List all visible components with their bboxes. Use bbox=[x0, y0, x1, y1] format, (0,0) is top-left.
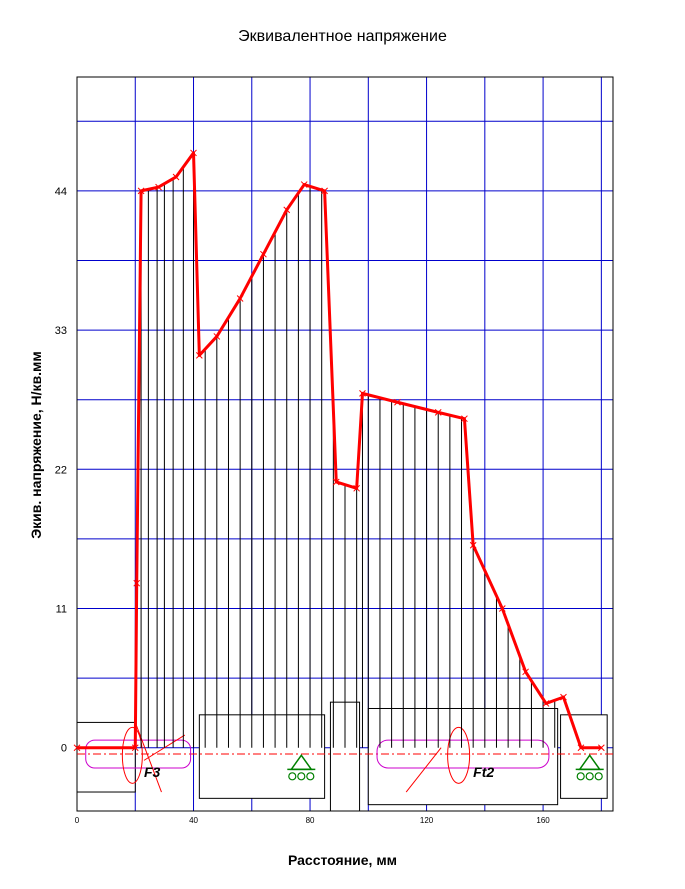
bearing-support-icon-roller bbox=[576, 772, 585, 781]
shaft-diagram: F3 Ft2 bbox=[76, 701, 613, 812]
gear-outline bbox=[376, 739, 550, 769]
x-tick-label: 40 bbox=[189, 816, 198, 825]
series-line bbox=[77, 151, 602, 750]
data-point bbox=[73, 744, 81, 752]
hatch-lines bbox=[140, 152, 556, 748]
data-point bbox=[394, 398, 401, 406]
data-point bbox=[195, 352, 203, 359]
data-point bbox=[577, 744, 585, 752]
data-point bbox=[213, 333, 221, 340]
y-tick-label: 33 bbox=[55, 325, 67, 337]
data-point bbox=[137, 187, 145, 195]
data-point bbox=[332, 478, 340, 486]
shaft-step bbox=[198, 714, 326, 799]
y-tick-label: 11 bbox=[56, 604, 67, 616]
data-point bbox=[434, 409, 442, 416]
data-point bbox=[321, 187, 328, 195]
shaft-step bbox=[367, 707, 559, 806]
data-point bbox=[172, 173, 180, 181]
data-point bbox=[560, 693, 567, 701]
rotation-icon bbox=[121, 726, 143, 784]
data-point bbox=[542, 700, 550, 707]
bearing-support-icon-roller bbox=[585, 772, 594, 781]
force-label: F3 bbox=[144, 764, 161, 780]
data-point bbox=[461, 415, 468, 423]
x-tick-label: 120 bbox=[420, 816, 434, 825]
y-tick-label: 0 bbox=[61, 743, 67, 755]
bearing-support-icon-roller bbox=[288, 772, 297, 781]
bearing-support-icon-roller bbox=[306, 772, 315, 781]
y-tick-label: 44 bbox=[55, 186, 67, 198]
x-tick-label: 80 bbox=[306, 816, 315, 825]
chart-title: Эквивалентное напряжение bbox=[238, 28, 447, 45]
data-point bbox=[469, 541, 477, 549]
x-tick-label: 0 bbox=[75, 816, 80, 825]
tick-labels: 0 11 22 33 44 0 40 80 120 160 bbox=[55, 186, 551, 825]
x-tick-label: 160 bbox=[536, 816, 550, 825]
data-point bbox=[498, 605, 506, 612]
data-point bbox=[522, 668, 529, 676]
gear-outline bbox=[85, 739, 192, 769]
x-axis-label: Расстояние, мм bbox=[287, 852, 398, 868]
data-point bbox=[236, 295, 244, 302]
data-point bbox=[300, 181, 308, 188]
data-point bbox=[260, 250, 267, 258]
data-point bbox=[131, 744, 139, 752]
data-point bbox=[155, 183, 162, 191]
bearing-support-icon-roller bbox=[594, 772, 603, 781]
data-point bbox=[353, 484, 361, 492]
data-point bbox=[190, 149, 197, 157]
force-label: Ft2 bbox=[473, 764, 494, 780]
rotation-icon bbox=[447, 726, 471, 784]
force-arrow bbox=[405, 747, 442, 793]
shaft-step bbox=[560, 714, 608, 799]
data-point bbox=[597, 744, 605, 752]
bearing-support-icon-roller bbox=[297, 772, 306, 781]
data-point bbox=[359, 390, 366, 397]
series-layer bbox=[73, 149, 605, 752]
y-tick-label: 22 bbox=[55, 464, 67, 476]
data-point bbox=[283, 206, 291, 214]
data-point bbox=[133, 579, 141, 587]
